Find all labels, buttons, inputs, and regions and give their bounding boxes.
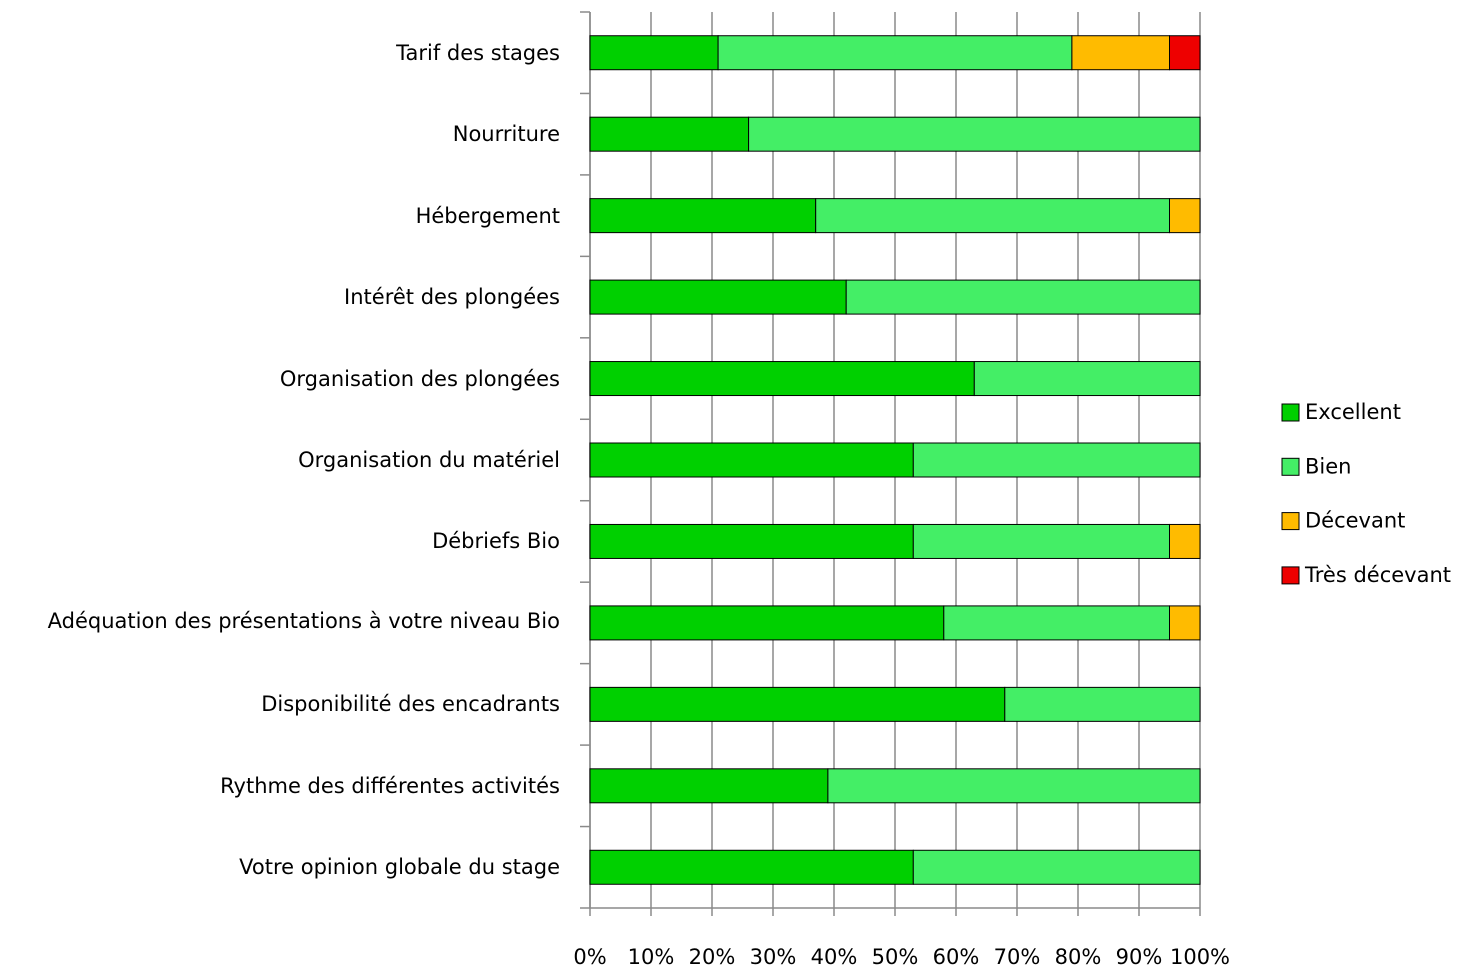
bar-segment — [589, 116, 750, 152]
legend-swatch — [1281, 512, 1300, 531]
legend-label: Excellent — [1305, 400, 1401, 424]
legend-swatch — [1281, 566, 1300, 585]
bar-segment — [589, 361, 975, 397]
bar-segment — [815, 198, 1170, 234]
bar-segment — [1169, 523, 1201, 559]
bar-segment — [589, 849, 914, 885]
bar-segment — [912, 442, 1201, 478]
y-tick-label: Rythme des différentes activités — [220, 773, 560, 798]
y-tick-label: Organisation du matériel — [298, 448, 560, 472]
y-tick-label: Hébergement — [415, 203, 560, 228]
x-tick-label: 50% — [872, 945, 919, 969]
bar-segment — [589, 686, 1006, 722]
x-tick-label: 100% — [1170, 945, 1230, 969]
bar-segment — [1071, 35, 1171, 71]
x-tick-label: 40% — [811, 945, 858, 969]
legend-swatch — [1281, 457, 1300, 476]
legend-label: Décevant — [1305, 509, 1405, 533]
bar-segment — [827, 768, 1201, 804]
x-tick-label: 90% — [1116, 945, 1163, 969]
x-tick-label: 20% — [689, 945, 736, 969]
bar-segment — [1004, 686, 1201, 722]
legend-label: Très décevant — [1304, 563, 1451, 587]
legend-swatch — [1281, 403, 1300, 422]
x-tick-label: 30% — [750, 945, 797, 969]
y-tick-label: Adéquation des présentations à votre niv… — [47, 608, 560, 633]
x-tick-label: 0% — [573, 945, 606, 969]
bar-segment — [589, 279, 847, 315]
bar-segment — [589, 35, 719, 71]
bar-segment — [748, 116, 1201, 152]
y-tick-label: Organisation des plongées — [279, 366, 560, 391]
x-tick-label: 10% — [628, 945, 675, 969]
y-tick-label: Votre opinion globale du stage — [239, 855, 560, 880]
y-tick-label: Disponibilité des encadrants — [261, 692, 560, 717]
y-tick-label: Intérêt des plongées — [344, 285, 560, 310]
bar-segment — [589, 768, 829, 804]
bar-segment — [589, 442, 914, 478]
x-tick-label: 60% — [933, 945, 980, 969]
bar-segment — [912, 849, 1201, 885]
bar-segment — [1169, 198, 1201, 234]
legend-label: Bien — [1305, 454, 1351, 478]
bar-segment — [589, 605, 945, 641]
bar-segment — [845, 279, 1201, 315]
bar-segment — [717, 35, 1073, 71]
bar-segment — [1169, 605, 1201, 641]
bar-segment — [589, 198, 817, 234]
bar-segment — [589, 523, 914, 559]
x-tick-label: 80% — [1055, 945, 1102, 969]
x-tick-label: 70% — [994, 945, 1041, 969]
bar-segment — [943, 605, 1170, 641]
y-tick-label: Débriefs Bio — [432, 529, 560, 554]
y-tick-label: Tarif des stages — [396, 40, 560, 65]
bar-segment — [1169, 35, 1201, 71]
y-tick-label: Nourriture — [452, 122, 560, 147]
bar-segment — [973, 361, 1201, 397]
bar-segment — [912, 523, 1170, 559]
